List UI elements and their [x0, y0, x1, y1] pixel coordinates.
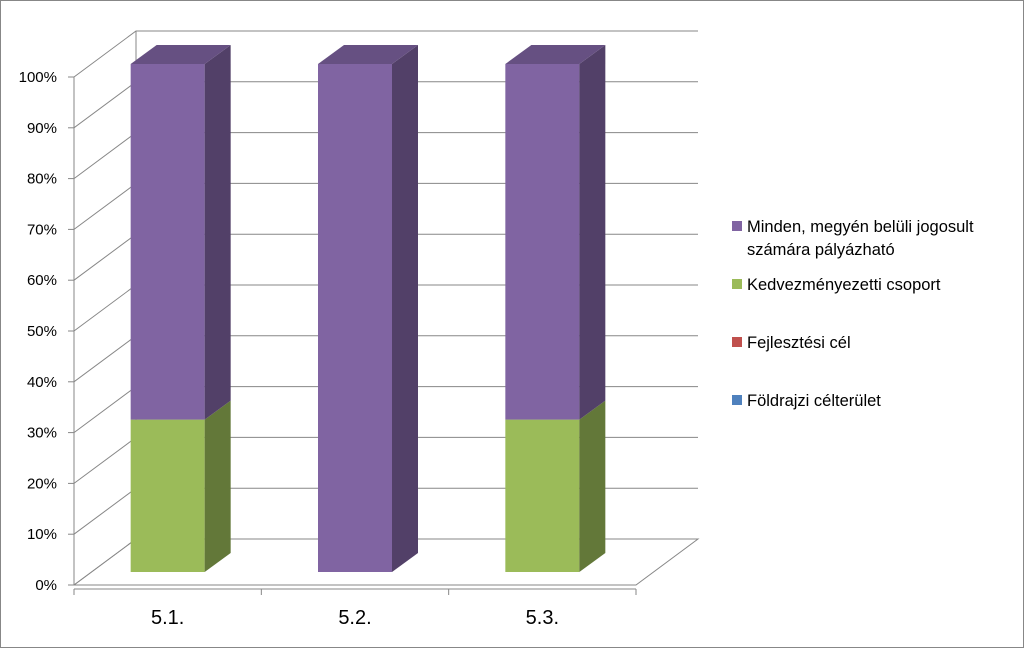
gridline: [73, 30, 698, 78]
bar-segment-top: [505, 45, 606, 64]
y-tick-label: 50%: [27, 323, 57, 340]
legend-label: Kedvezményezetti csoport: [747, 276, 941, 294]
bar-segment-front: [505, 419, 580, 572]
y-tick-label: 80%: [27, 171, 57, 188]
x-category-labels: 5.1. 5.2. 5.3.: [151, 607, 559, 629]
legend-swatch: [732, 395, 742, 405]
axes: [68, 76, 637, 595]
bar-segment-side: [579, 400, 606, 572]
legend-label-line: Földrajzi célterület: [747, 392, 881, 410]
legend-label: Fejlesztési cél: [747, 334, 851, 352]
y-tick-label: 40%: [27, 374, 57, 391]
legend: Minden, megyén belüli jogosult számára pá…: [732, 218, 974, 410]
y-tick-label: 100%: [19, 69, 57, 86]
y-tick-label: 20%: [27, 475, 57, 492]
y-tick-label: 90%: [27, 120, 57, 137]
floor: [72, 538, 700, 586]
bar-segment-front: [318, 64, 392, 572]
y-tick-label: 60%: [27, 272, 57, 289]
bar-segment-front: [130, 419, 205, 572]
bars: [130, 45, 606, 572]
bar-segment-front: [505, 64, 580, 420]
y-tick-label: 30%: [27, 425, 57, 442]
legend-label-line: Minden, megyén belüli jogosult: [747, 218, 974, 236]
y-tick-labels: 0% 10% 20% 30% 40% 50% 60% 70% 80% 90% 100%: [19, 69, 57, 594]
legend-label-line: Kedvezményezetti csoport: [747, 276, 941, 294]
legend-swatch: [732, 337, 742, 347]
legend-label-line: számára pályázható: [747, 241, 895, 259]
legend-label: Földrajzi célterület: [747, 392, 881, 410]
bar-segment-side: [579, 45, 606, 420]
y-tick-label: 10%: [27, 526, 57, 543]
x-category-label: 5.2.: [338, 607, 371, 629]
legend-swatch: [732, 279, 742, 289]
bar-segment-front: [130, 64, 205, 420]
x-category-label: 5.3.: [526, 607, 559, 629]
legend-label-line: Fejlesztési cél: [747, 334, 851, 352]
y-tick-label: 70%: [27, 221, 57, 238]
bar-segment-side: [204, 400, 231, 572]
bar-segment-top: [130, 45, 231, 64]
bar-segment-top: [318, 45, 418, 64]
legend-label: Minden, megyén belüli jogosult számára pá…: [747, 218, 974, 259]
legend-swatch: [732, 221, 742, 231]
bar-segment-side: [204, 45, 231, 420]
y-tick-label: 0%: [35, 577, 57, 594]
x-category-label: 5.1.: [151, 607, 184, 629]
bar-segment-side: [392, 45, 418, 572]
